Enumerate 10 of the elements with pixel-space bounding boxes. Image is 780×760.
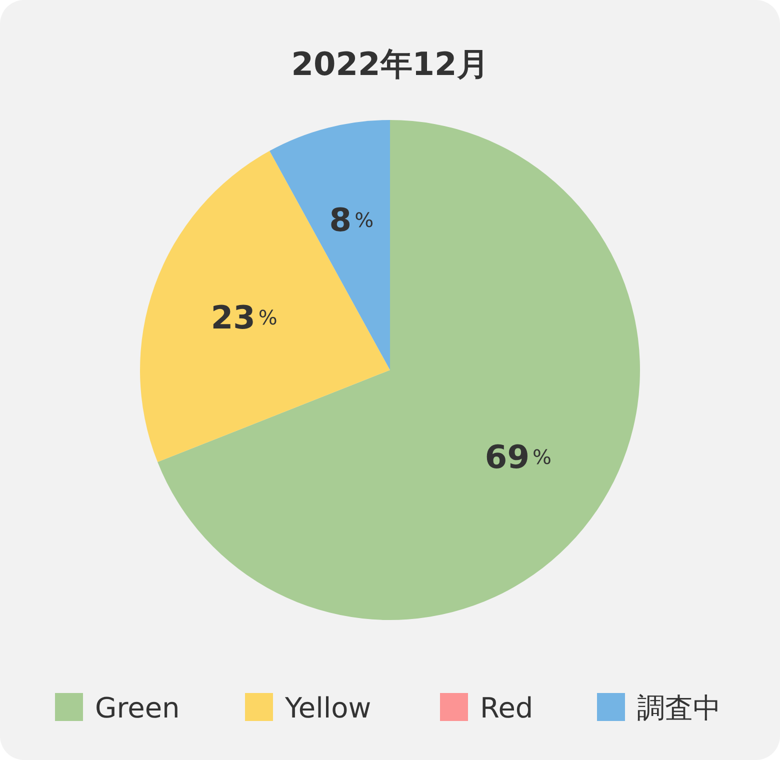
- pie-slice: [158, 120, 640, 620]
- legend-label: Yellow: [284, 692, 372, 724]
- legend-label: Red: [480, 692, 534, 724]
- data-label: 23%: [210, 298, 278, 336]
- chart-title: 2022年12月: [291, 45, 489, 83]
- data-label: 69%: [484, 438, 552, 476]
- legend-label: 調査中: [637, 692, 721, 724]
- legend-label: Green: [95, 692, 180, 724]
- pie-slice: [140, 150, 390, 462]
- data-label: 8%: [329, 200, 374, 239]
